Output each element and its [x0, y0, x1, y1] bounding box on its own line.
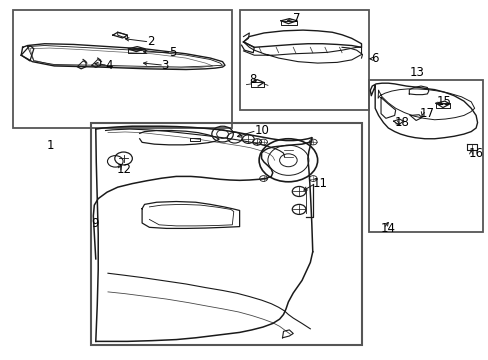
Text: 5: 5: [168, 46, 176, 59]
Bar: [239, 10, 368, 110]
Text: 3: 3: [161, 59, 169, 72]
Text: 4: 4: [105, 59, 113, 72]
Text: 12: 12: [117, 163, 131, 176]
Text: 13: 13: [408, 66, 423, 79]
Text: 1: 1: [47, 139, 54, 152]
Text: 8: 8: [249, 73, 256, 86]
Bar: [13, 10, 232, 128]
Text: 16: 16: [468, 147, 483, 159]
Text: 11: 11: [312, 177, 327, 190]
Text: 18: 18: [394, 116, 409, 129]
Bar: [91, 123, 361, 345]
Text: 6: 6: [370, 52, 378, 65]
Text: 17: 17: [419, 107, 434, 120]
Text: 2: 2: [147, 35, 154, 49]
Text: 10: 10: [254, 124, 268, 137]
Text: 14: 14: [380, 222, 395, 235]
Bar: [368, 80, 483, 232]
Text: 7: 7: [293, 12, 300, 25]
Text: 15: 15: [436, 95, 451, 108]
Text: 9: 9: [91, 216, 98, 230]
